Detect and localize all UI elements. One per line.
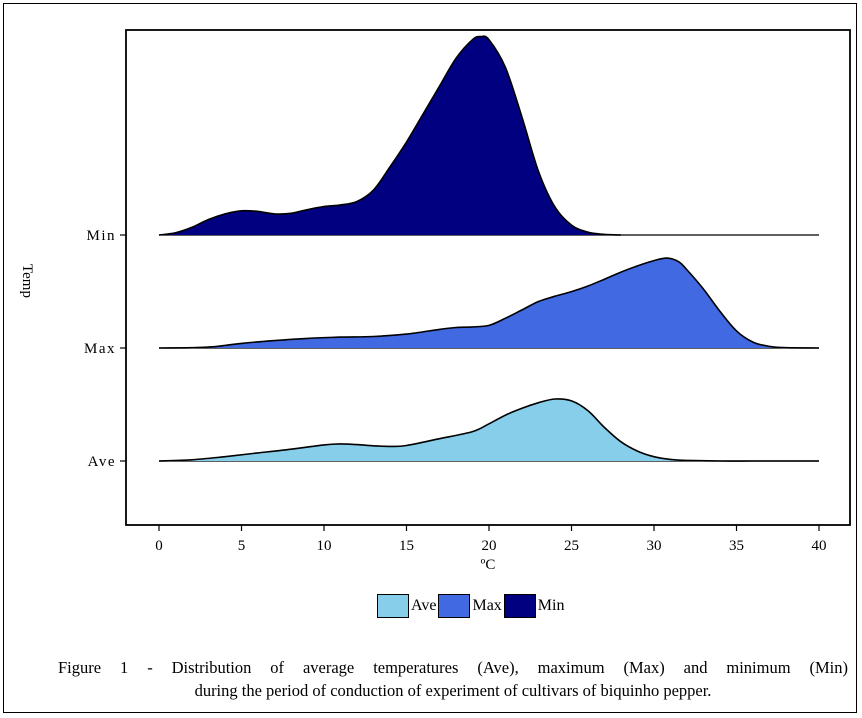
figure-caption: Figure 1 - Distribution of average tempe… xyxy=(58,656,848,702)
legend-label-ave: Ave xyxy=(411,597,437,614)
figure-frame xyxy=(3,3,857,713)
legend-label-min: Min xyxy=(537,597,565,614)
density-area-min xyxy=(159,36,621,236)
density-outline-max xyxy=(158,257,820,349)
caption-line-1: Figure 1 - Distribution of average tempe… xyxy=(58,658,848,677)
ridge-max xyxy=(158,257,820,349)
x-tick-label-25: 25 xyxy=(564,538,579,554)
x-tick-label-10: 10 xyxy=(317,538,332,554)
legend-label-max: Max xyxy=(472,597,502,614)
x-tick-label-0: 0 xyxy=(155,538,163,554)
x-tick-label-15: 15 xyxy=(399,538,414,554)
legend-item-min: Min xyxy=(503,594,567,618)
legend: Ave Max Min xyxy=(377,592,566,620)
y-tick-label-ave: Ave xyxy=(88,454,116,470)
legend-swatch-ave xyxy=(377,594,409,618)
x-tick-label-30: 30 xyxy=(647,538,662,554)
y-axis-label: Temp xyxy=(19,264,35,298)
legend-swatch-min xyxy=(503,594,536,618)
x-axis-label: ºC xyxy=(481,557,496,573)
ridges-group xyxy=(158,35,820,462)
density-area-max xyxy=(159,258,819,348)
caption-line-2: during the period of conduction of exper… xyxy=(194,681,712,700)
density-outline-ave xyxy=(158,398,819,462)
x-tick-label-20: 20 xyxy=(482,538,497,554)
legend-item-max: Max xyxy=(438,594,503,618)
x-tick-label-40: 40 xyxy=(812,538,827,554)
y-tick-label-max: Max xyxy=(84,341,116,357)
ridge-ave xyxy=(158,398,819,462)
ridge-min xyxy=(158,35,819,236)
x-axis: 0 5 10 15 20 25 30 35 40 xyxy=(155,525,827,554)
x-tick-label-35: 35 xyxy=(729,538,744,554)
density-outline-min xyxy=(158,35,622,236)
y-axis: Ave Max Min xyxy=(84,228,126,470)
y-tick-label-min: Min xyxy=(86,228,116,244)
legend-item-ave: Ave xyxy=(377,594,438,618)
legend-swatch-max xyxy=(438,594,471,618)
x-tick-label-5: 5 xyxy=(238,538,246,554)
